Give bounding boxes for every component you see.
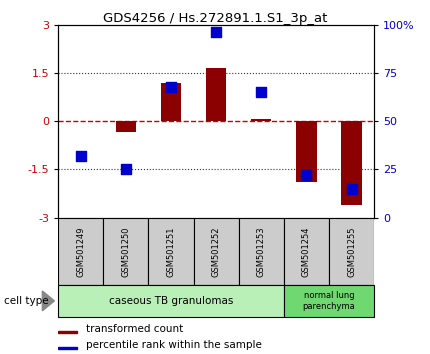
Text: GSM501250: GSM501250 [121, 226, 130, 276]
Bar [103, 218, 148, 285]
Bar [284, 285, 374, 317]
Bar [58, 347, 77, 349]
Bar [148, 218, 194, 285]
Bar [239, 218, 284, 285]
Text: normal lung
parenchyma: normal lung parenchyma [303, 291, 355, 310]
Bar [341, 121, 362, 205]
Bar [116, 121, 136, 132]
Bar [58, 331, 77, 333]
Bar [206, 68, 226, 121]
Text: GSM501254: GSM501254 [302, 226, 311, 276]
Point [122, 167, 129, 172]
Text: GDS4256 / Hs.272891.1.S1_3p_at: GDS4256 / Hs.272891.1.S1_3p_at [103, 12, 327, 25]
Text: GSM501255: GSM501255 [347, 226, 356, 276]
Point [348, 186, 355, 192]
Bar [284, 218, 329, 285]
Bar [58, 218, 103, 285]
Bar [58, 285, 284, 317]
Text: caseous TB granulomas: caseous TB granulomas [109, 296, 233, 306]
Text: GSM501251: GSM501251 [166, 226, 175, 276]
Bar [329, 218, 374, 285]
Text: cell type: cell type [4, 296, 49, 306]
Text: transformed count: transformed count [86, 324, 184, 334]
Text: GSM501252: GSM501252 [212, 226, 221, 276]
Point [258, 90, 265, 95]
Text: GSM501249: GSM501249 [76, 226, 85, 276]
Bar [296, 121, 316, 182]
Polygon shape [42, 291, 54, 311]
Text: GSM501253: GSM501253 [257, 226, 266, 277]
Point [168, 84, 175, 89]
Bar [161, 82, 181, 121]
Point [212, 30, 219, 35]
Bar [251, 119, 271, 121]
Bar [194, 218, 239, 285]
Point [77, 153, 84, 159]
Text: percentile rank within the sample: percentile rank within the sample [86, 340, 262, 350]
Point [303, 172, 310, 178]
